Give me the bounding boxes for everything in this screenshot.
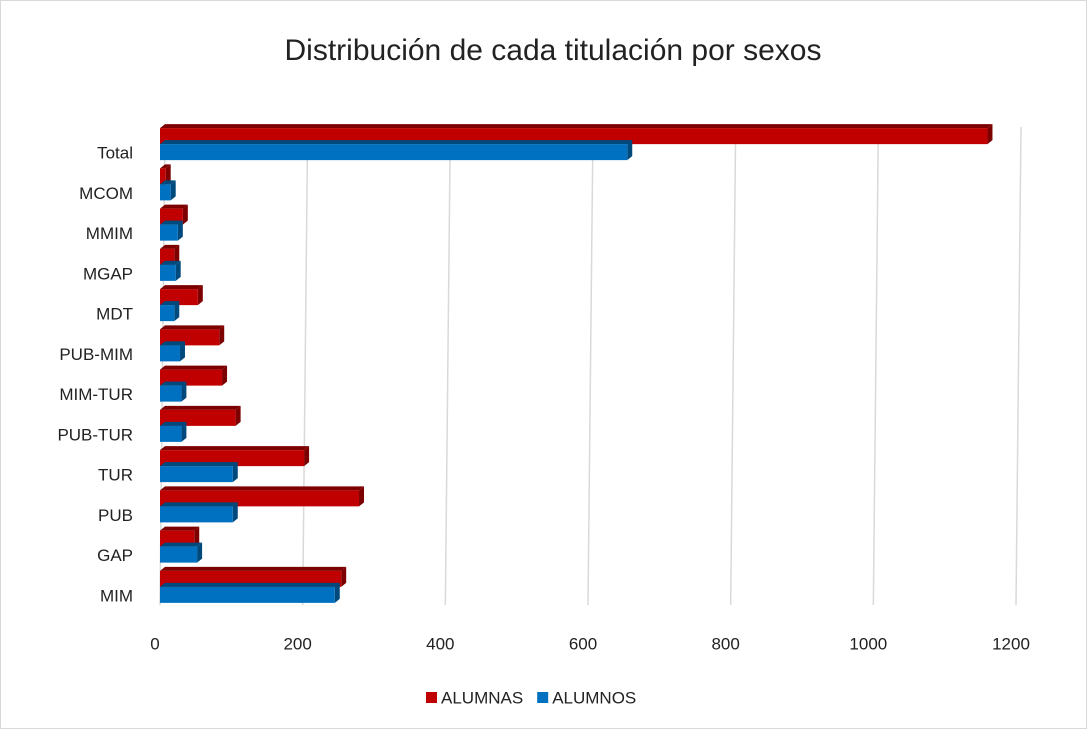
- y-tick-label: MMIM: [86, 224, 133, 243]
- bar-top: [160, 180, 176, 185]
- y-tick-label: PUB-TUR: [57, 425, 133, 444]
- x-tick-label: 0: [150, 634, 159, 653]
- x-tick-label: 600: [569, 634, 597, 653]
- bar-side: [627, 140, 633, 161]
- x-tick-label: 200: [283, 634, 311, 653]
- legend-label: ALUMNOS: [552, 688, 636, 707]
- bar-top: [160, 365, 228, 370]
- bar-top: [160, 381, 187, 386]
- x-tick-label: 800: [711, 634, 739, 653]
- y-tick-label: MGAP: [83, 264, 133, 283]
- bar-side: [235, 405, 241, 426]
- bar: [160, 425, 182, 442]
- bar-side: [177, 220, 183, 241]
- bar-side: [165, 164, 171, 185]
- y-tick-label: MIM-TUR: [59, 385, 133, 404]
- x-tick-label: 1000: [849, 634, 887, 653]
- chart-title: Distribución de cada titulación por sexo…: [285, 34, 822, 67]
- y-tick-label: PUB: [98, 506, 133, 525]
- y-tick-label: MIM: [100, 586, 133, 605]
- bar: [160, 168, 166, 185]
- bar-side: [197, 285, 203, 306]
- bar-side: [170, 180, 176, 201]
- grid-line: [301, 126, 309, 606]
- bar-top: [160, 421, 187, 426]
- bar-side: [334, 582, 340, 603]
- bar: [160, 385, 182, 402]
- grid-line: [444, 126, 452, 606]
- bar-side: [304, 446, 310, 467]
- bar: [160, 305, 175, 322]
- bar-top: [160, 462, 238, 467]
- bar-top: [160, 405, 241, 410]
- bar-top: [160, 260, 181, 265]
- x-tick-label: 400: [426, 634, 454, 653]
- bar-top: [160, 164, 171, 169]
- bar-side: [341, 566, 347, 587]
- bar-top: [160, 446, 310, 451]
- bar-side: [179, 341, 185, 362]
- bar-side: [219, 325, 225, 346]
- legend-swatch: [426, 692, 437, 703]
- legend-swatch: [537, 692, 549, 703]
- bar-side: [182, 204, 188, 225]
- bar: [160, 506, 233, 523]
- bar: [160, 546, 198, 563]
- bar-side: [987, 124, 993, 145]
- bar-side: [175, 260, 181, 281]
- bar-side: [181, 381, 187, 402]
- bar-top: [160, 204, 188, 209]
- y-tick-label: MCOM: [79, 184, 133, 203]
- y-tick-label: GAP: [97, 546, 133, 565]
- bar-top: [160, 582, 340, 587]
- bar: [160, 144, 628, 161]
- bar-top: [160, 566, 347, 571]
- bar: [160, 466, 233, 483]
- y-tick-label: MDT: [96, 305, 133, 324]
- grid-line: [729, 126, 737, 606]
- bar-side: [359, 486, 365, 507]
- bar: [160, 184, 171, 201]
- grid-line: [872, 126, 880, 606]
- bar-top: [160, 486, 365, 491]
- bar: [160, 345, 180, 362]
- bar-side: [197, 542, 203, 563]
- grid-line: [587, 126, 594, 606]
- bar-side: [181, 421, 187, 442]
- bar-side: [232, 462, 238, 483]
- y-tick-label: Total: [97, 144, 133, 163]
- bar-side: [174, 301, 180, 322]
- bar-top: [160, 325, 225, 330]
- bar-top: [160, 285, 203, 290]
- bar-side: [232, 502, 238, 523]
- y-tick-label: TUR: [98, 466, 133, 485]
- bar: [160, 224, 178, 241]
- bar-side: [222, 365, 228, 386]
- bar: [160, 586, 335, 603]
- bar-top: [160, 502, 238, 507]
- bar-side: [194, 526, 200, 547]
- bar: [160, 264, 176, 281]
- bar-top: [160, 124, 993, 129]
- bar-top: [160, 220, 183, 225]
- bar-top: [160, 341, 185, 346]
- bar-top: [160, 140, 633, 145]
- grid-line: [1015, 126, 1022, 606]
- x-tick-label: 1200: [992, 634, 1030, 653]
- y-tick-label: PUB-MIM: [59, 345, 133, 364]
- bar-top: [160, 526, 200, 531]
- bar-top: [160, 244, 180, 249]
- legend-label: ALUMNAS: [441, 688, 523, 707]
- bar-top: [160, 301, 180, 306]
- bar-top: [160, 542, 203, 547]
- bar-side: [174, 244, 180, 265]
